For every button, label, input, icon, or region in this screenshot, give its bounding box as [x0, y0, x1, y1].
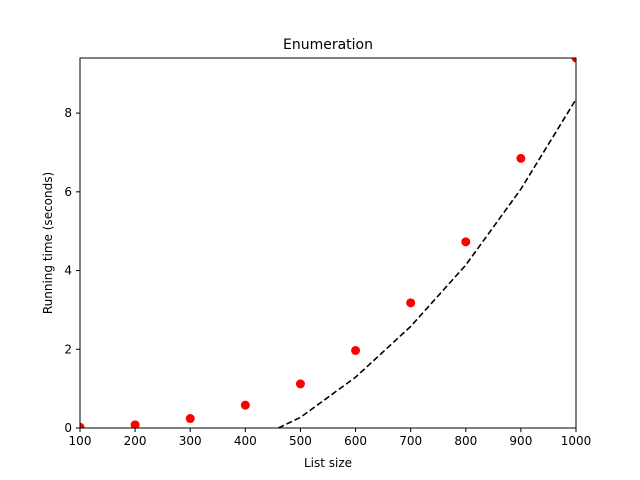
x-tick-label: 100	[69, 434, 92, 448]
data-point	[295, 379, 305, 389]
x-tick-label: 1000	[561, 434, 592, 448]
x-axis-label: List size	[304, 456, 352, 470]
data-point	[406, 298, 416, 308]
y-tick-label: 2	[64, 342, 72, 356]
x-axis: 100 200 300 400 500 600 700 800 900 1000	[69, 428, 592, 448]
data-point	[461, 237, 471, 247]
data-point	[185, 414, 195, 424]
plot-frame	[79, 57, 577, 429]
y-tick-label: 4	[64, 264, 72, 278]
y-tick-label: 0	[64, 421, 72, 435]
data-point	[351, 345, 361, 355]
x-tick-label: 600	[344, 434, 367, 448]
data-point	[571, 58, 576, 63]
data-point	[516, 153, 526, 163]
data-point	[240, 400, 250, 410]
data-point	[130, 420, 140, 428]
y-axis-label: Running time (seconds)	[41, 172, 55, 314]
series-line	[278, 98, 576, 428]
y-axis: 0 2 4 6 8	[64, 106, 80, 435]
x-tick-label: 300	[179, 434, 202, 448]
x-tick-label: 400	[234, 434, 257, 448]
y-tick-label: 8	[64, 106, 72, 120]
plot-area	[80, 58, 576, 428]
y-tick-label: 6	[64, 185, 72, 199]
x-tick-label: 800	[454, 434, 477, 448]
x-tick-label: 200	[124, 434, 147, 448]
chart-title: Enumeration	[283, 37, 373, 53]
x-tick-label: 500	[289, 434, 312, 448]
x-tick-label: 900	[509, 434, 532, 448]
x-tick-label: 700	[399, 434, 422, 448]
data-point	[80, 422, 85, 428]
